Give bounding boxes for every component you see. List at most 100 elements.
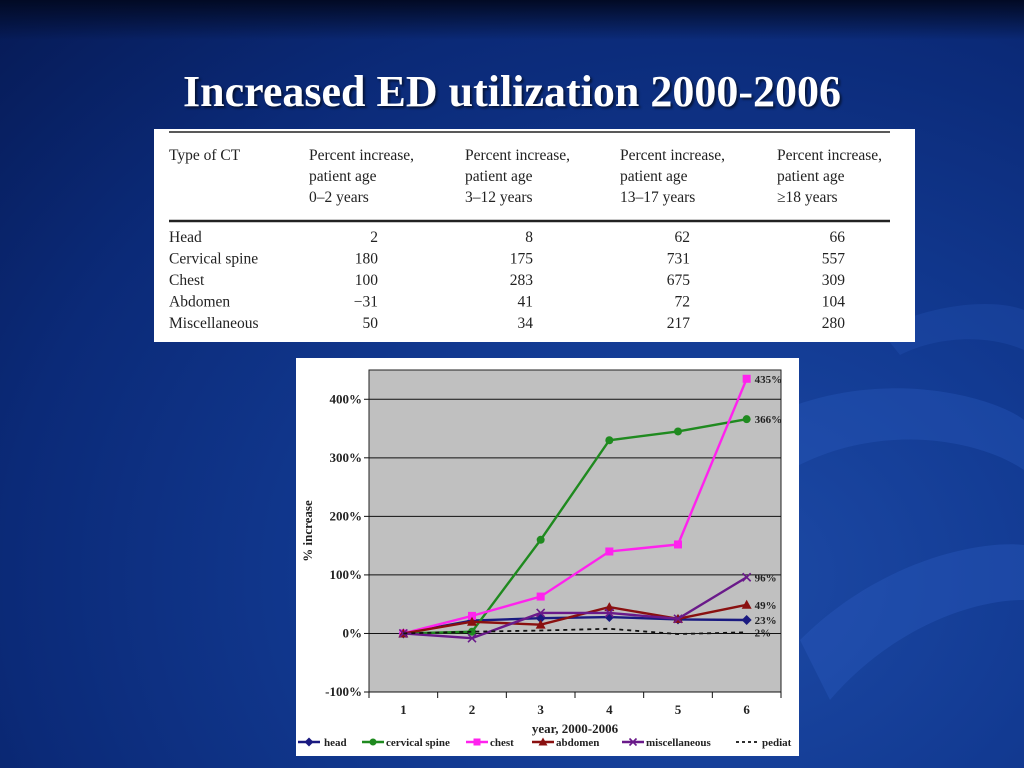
table-cell: 2 [370,229,378,246]
table-header-cell: Type of CT [169,147,241,164]
x-tick-label: 3 [537,702,544,717]
series-marker [473,738,481,746]
table-header-cell: Percent increase, [777,147,882,164]
series-marker [674,427,682,436]
y-tick-label: 300% [330,450,363,465]
series-marker [741,614,752,625]
legend-label: miscellaneous [646,737,711,749]
series-marker [742,415,751,424]
table-cell: 62 [675,229,691,246]
table-cell: 8 [525,229,533,246]
table-cell: 100 [355,272,379,289]
series-line [403,603,747,635]
series-line [403,627,747,635]
x-tick-label: 1 [400,702,407,717]
series-end-label: 23% [755,615,777,627]
plot-area [368,369,782,693]
table-header-cell: patient age [309,168,377,185]
legend-item: abdomen [532,737,599,749]
series-marker [398,628,408,639]
table-cell: 217 [667,315,691,332]
slide-title: Increased ED utilization 2000-2006 [183,67,841,116]
table-row-label: Head [169,229,202,246]
series-marker [468,611,476,620]
legend-label: pediat [762,737,792,749]
y-tick-label: 400% [330,391,363,406]
series-line [403,378,748,635]
series-marker [605,547,614,556]
table-row-label: Cervical spine [169,251,258,268]
series-marker [535,619,546,629]
legend-item: head [298,737,347,749]
series-marker [304,737,314,747]
table-figure: Type of CT Percent increase, patient age 0–… [169,131,890,332]
series-marker [369,738,377,746]
series-marker [467,616,477,626]
series-marker [628,737,638,747]
series-marker [673,614,683,624]
table-header-cell: patient age [777,168,845,185]
table-header-cell: 0–2 years [309,189,369,206]
x-tick-label: 5 [675,702,682,717]
y-tick-label: 200% [330,508,363,523]
series-marker [538,737,548,746]
utilization-line-chart: -100% 0% 100% 200% 300% 400% 1 2 3 4 5 6 year, 2000-… [296,358,799,756]
series-line [403,576,748,640]
slide-top-shadow [0,0,1024,40]
table-cell: 280 [822,315,846,332]
x-tick-label: 4 [606,702,613,717]
series-end-label: 49% [755,600,777,612]
legend-label: head [324,737,347,749]
table-header-cell: 3–12 years [465,189,533,206]
x-axis-label: year, 2000-2006 [532,721,619,736]
chart-figure: -100% 0% 100% 200% 300% 400% 1 2 3 4 5 6 year, 2000-… [298,369,792,749]
table-header-cell: ≥18 years [777,189,838,206]
table-cell: 41 [518,294,534,311]
table-cell: 104 [822,294,846,311]
ct-increase-table: Type of CT Percent increase, patient age 0–… [154,129,915,342]
series-marker [674,540,682,549]
legend-label: cervical spine [386,737,450,749]
table-header-cell: patient age [620,168,688,185]
series-marker [604,602,615,612]
series-marker [467,633,477,643]
table-header-cell: Percent increase, [309,147,414,164]
legend-item: chest [466,737,514,749]
table-cell: 283 [510,272,534,289]
table-cell: 557 [822,251,846,268]
legend-label: abdomen [556,737,599,749]
series-marker [741,599,752,609]
table-cell: 34 [518,315,534,332]
table-cell: 180 [355,251,379,268]
series-marker [742,374,751,383]
y-tick-label: 100% [330,567,363,582]
legend-item: miscellaneous [622,737,711,749]
table-cell: 50 [363,315,379,332]
series-marker [536,592,545,601]
table-header-cell: Percent increase, [465,147,570,164]
table-header-cell: Percent increase, [620,147,725,164]
legend-label: chest [490,737,514,749]
table-cell: 72 [675,294,691,311]
y-tick-label: -100% [325,684,362,699]
table-cell: 66 [830,229,846,246]
table-row-label: Abdomen [169,294,230,311]
legend-item: pediat [736,737,792,749]
series-marker [468,627,476,636]
series-chest: 435% [399,374,782,638]
table-header-cell: patient age [465,168,533,185]
table-row-label: Miscellaneous [169,315,259,332]
series-end-label: 2% [755,627,772,639]
table-cell: 731 [667,251,690,268]
x-tick-label: 2 [469,702,476,717]
series-end-label: 96% [755,572,777,584]
series-marker [536,535,545,544]
series-marker [604,608,614,618]
series-marker [605,436,614,445]
x-tick-label: 6 [743,702,750,717]
series-end-label: 435% [755,374,783,386]
table-header-cell: 13–17 years [620,189,695,206]
table-cell: 309 [822,272,846,289]
series-marker [536,608,546,618]
